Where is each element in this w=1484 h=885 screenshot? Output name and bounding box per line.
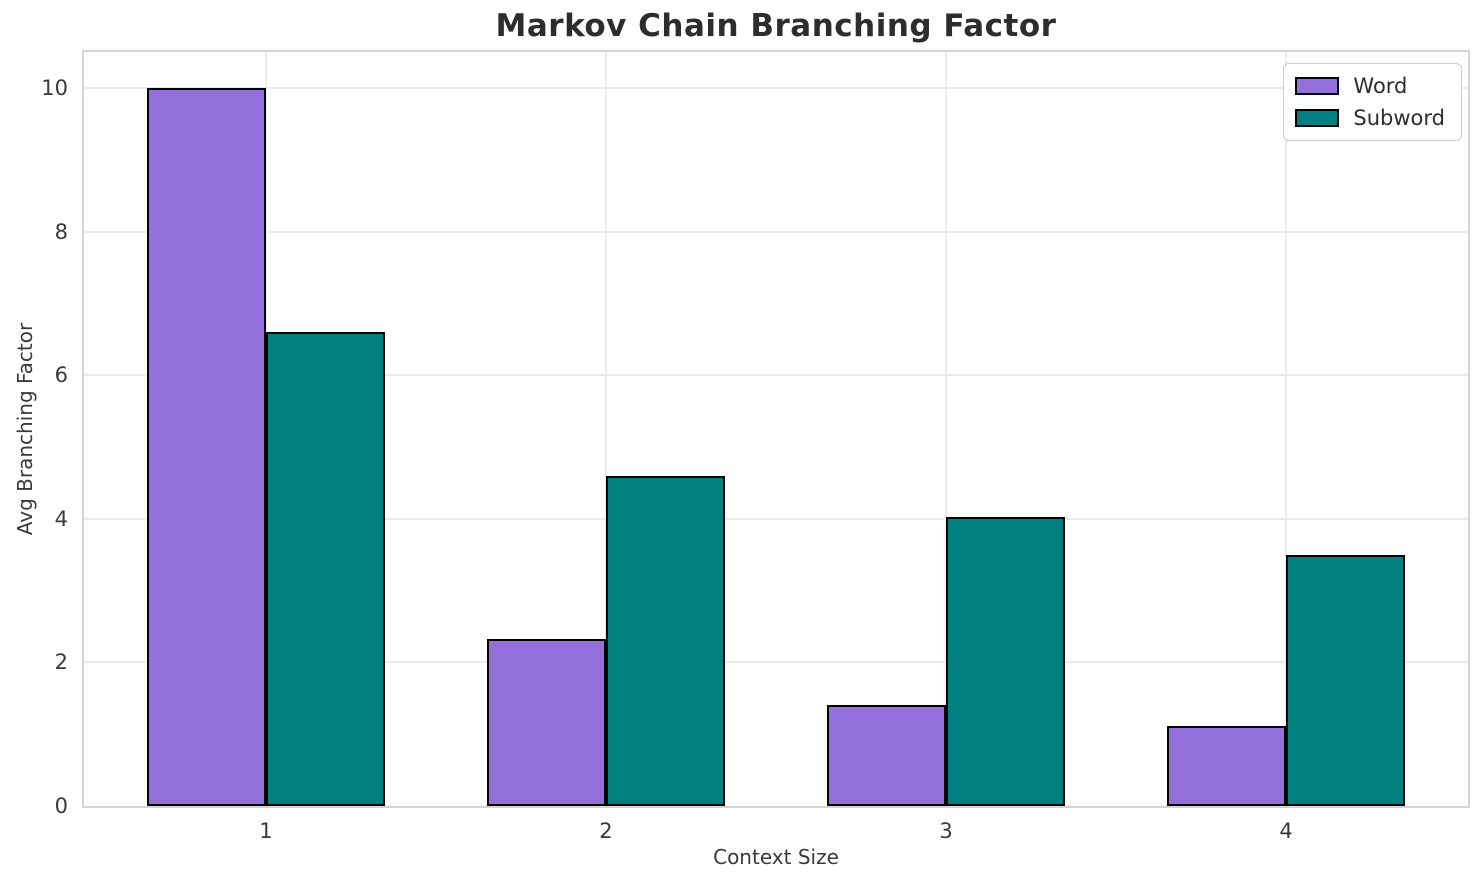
- bar-subword-1: [265, 332, 385, 806]
- gridline-y-2: [84, 661, 1468, 664]
- legend-swatch-subword: [1295, 109, 1340, 127]
- bar-subword-3: [946, 517, 1066, 806]
- gridline-y-8: [84, 230, 1468, 233]
- bar-word-3: [827, 705, 947, 806]
- gridline-y-10: [84, 86, 1468, 89]
- bar-word-4: [1167, 725, 1287, 806]
- y-tick-label-2: 2: [54, 650, 68, 675]
- bar-word-1: [146, 87, 266, 806]
- bar-subword-2: [605, 475, 725, 806]
- legend-entry-subword: Subword: [1295, 106, 1445, 130]
- y-tick-label-6: 6: [54, 363, 68, 388]
- gridline-y-4: [84, 517, 1468, 520]
- legend-swatch-word: [1295, 77, 1340, 95]
- chart-title: Markov Chain Branching Factor: [495, 8, 1057, 44]
- y-tick-label-0: 0: [54, 794, 68, 818]
- x-tick-label-4: 4: [1279, 819, 1293, 843]
- legend: Word Subword: [1283, 63, 1462, 141]
- y-tick-label-8: 8: [54, 219, 68, 244]
- gridline-x-2: [604, 52, 607, 806]
- x-axis-label: Context Size: [713, 845, 839, 869]
- gridline-x-3: [945, 52, 948, 806]
- x-tick-label-2: 2: [599, 819, 613, 843]
- bar-subword-4: [1286, 554, 1406, 806]
- x-tick-label-1: 1: [259, 819, 273, 843]
- y-tick-label-4: 4: [54, 506, 68, 531]
- plot-area: Word Subword: [82, 50, 1470, 808]
- legend-label-subword: Subword: [1353, 106, 1445, 130]
- legend-label-word: Word: [1353, 74, 1408, 98]
- bar-word-2: [486, 638, 606, 806]
- gridline-x-4: [1285, 52, 1288, 806]
- x-tick-label-3: 3: [939, 819, 953, 843]
- gridline-y-6: [84, 374, 1468, 377]
- y-axis-label: Avg Branching Factor: [13, 322, 37, 536]
- legend-entry-word: Word: [1295, 74, 1445, 98]
- y-tick-label-10: 10: [41, 75, 68, 100]
